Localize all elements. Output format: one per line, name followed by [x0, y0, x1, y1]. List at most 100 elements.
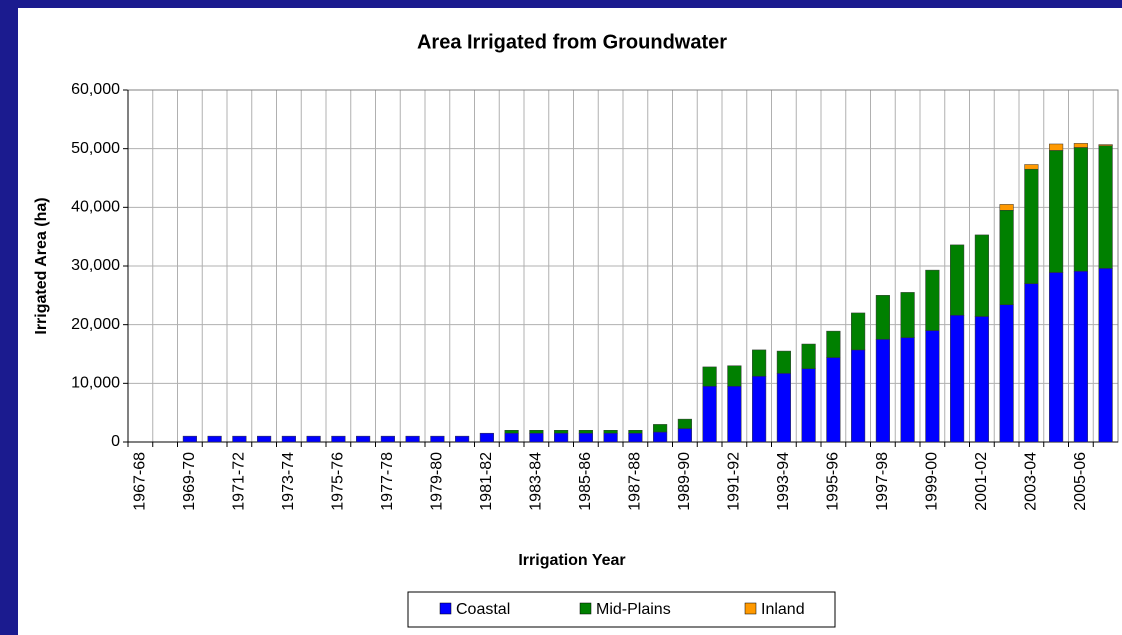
bar-segment — [727, 386, 742, 443]
bar-segment — [578, 432, 593, 443]
x-tick-label: 1989-90 — [676, 452, 693, 511]
bar-segment — [925, 330, 940, 443]
bar-segment — [900, 337, 915, 443]
bar-segment — [232, 435, 247, 443]
bar-segment — [776, 350, 791, 374]
bar-segment — [1049, 143, 1064, 151]
bar-segment — [1024, 164, 1039, 170]
bar-segment — [851, 312, 866, 351]
legend-label: Coastal — [456, 601, 510, 618]
x-tick-label: 1975-76 — [330, 452, 347, 511]
bar-segment — [1049, 150, 1064, 273]
bar-segment — [999, 210, 1014, 305]
bar-segment — [306, 435, 321, 443]
bar-segment — [1073, 271, 1088, 443]
y-axis-label: Irrigated Area (ha) — [33, 197, 50, 334]
x-tick-label: 2005-06 — [1072, 452, 1089, 511]
bar-segment — [974, 234, 989, 317]
x-tick-label: 1987-88 — [627, 452, 644, 511]
legend-swatch — [744, 602, 757, 615]
bar-segment — [776, 373, 791, 443]
bar-segment — [727, 365, 742, 387]
bar-segment — [653, 431, 668, 443]
bar-segment — [578, 430, 593, 434]
y-tick-label: 50,000 — [71, 140, 120, 157]
bar-segment — [653, 424, 668, 433]
bar-segment — [603, 430, 618, 434]
x-tick-label: 1983-84 — [528, 452, 545, 511]
y-tick-label: 10,000 — [71, 375, 120, 392]
y-tick-label: 0 — [111, 433, 120, 450]
bar-segment — [826, 357, 841, 443]
y-tick-label: 30,000 — [71, 257, 120, 274]
legend-box — [407, 591, 836, 628]
bar-segment — [1049, 272, 1064, 443]
bar-segment — [504, 430, 519, 434]
x-tick-label: 1999-00 — [924, 452, 941, 511]
legend-label: Inland — [761, 601, 805, 618]
chart-title: Area Irrigated from Groundwater — [417, 31, 727, 53]
legend-label: Mid-Plains — [596, 601, 671, 618]
bar-segment — [801, 368, 816, 443]
bar-segment — [925, 269, 940, 331]
y-tick-label: 60,000 — [71, 81, 120, 98]
bar-segment — [702, 386, 717, 443]
bar-segment — [1098, 145, 1113, 269]
bar-segment — [603, 432, 618, 443]
bar-segment — [281, 435, 296, 443]
x-tick-label: 1985-86 — [577, 452, 594, 511]
bar-segment — [356, 435, 371, 443]
bar-segment — [1024, 283, 1039, 443]
bar-segment — [207, 435, 222, 443]
bar-segment — [950, 244, 965, 316]
x-tick-label: 1969-70 — [181, 452, 198, 511]
x-tick-label: 1971-72 — [231, 452, 248, 511]
bar-segment — [999, 204, 1014, 211]
x-tick-label: 1993-94 — [775, 452, 792, 511]
bar-segment — [554, 432, 569, 443]
bar-segment — [1098, 268, 1113, 443]
bar-segment — [479, 432, 494, 443]
x-tick-label: 2001-02 — [973, 452, 990, 511]
x-axis-label: Irrigation Year — [518, 552, 625, 569]
bar-segment — [875, 295, 890, 340]
bar-segment — [257, 435, 272, 443]
bar-segment — [875, 339, 890, 443]
x-tick-label: 1979-80 — [429, 452, 446, 511]
y-tick-label: 20,000 — [71, 316, 120, 333]
bar-segment — [182, 435, 197, 443]
bar-segment — [1098, 144, 1113, 146]
bar-segment — [455, 435, 470, 443]
x-tick-label: 1967-68 — [132, 452, 149, 511]
bar-segment — [529, 432, 544, 443]
x-tick-label: 1997-98 — [874, 452, 891, 511]
y-tick-label: 40,000 — [71, 199, 120, 216]
bar-segment — [504, 432, 519, 443]
bar-segment — [677, 418, 692, 429]
x-tick-label: 1995-96 — [825, 452, 842, 511]
x-tick-label: 1981-82 — [478, 452, 495, 511]
x-tick-label: 1973-74 — [280, 452, 297, 511]
bar-segment — [752, 376, 767, 443]
bar-segment — [628, 432, 643, 443]
bar-segment — [851, 349, 866, 443]
bar-segment — [1024, 168, 1039, 284]
bar-segment — [677, 428, 692, 443]
bar-segment — [999, 304, 1014, 443]
bar-segment — [801, 343, 816, 369]
legend-swatch — [579, 602, 592, 615]
bar-segment — [950, 315, 965, 443]
bar-segment — [900, 292, 915, 338]
legend-swatch — [439, 602, 452, 615]
bar-segment — [702, 366, 717, 387]
x-tick-label: 1977-78 — [379, 452, 396, 511]
bar-segment — [752, 349, 767, 377]
bar-segment — [1073, 147, 1088, 272]
bar-segment — [430, 435, 445, 443]
bar-segment — [1073, 143, 1088, 148]
bar-segment — [331, 435, 346, 443]
bar-segment — [405, 435, 420, 443]
bar-segment — [628, 430, 643, 434]
